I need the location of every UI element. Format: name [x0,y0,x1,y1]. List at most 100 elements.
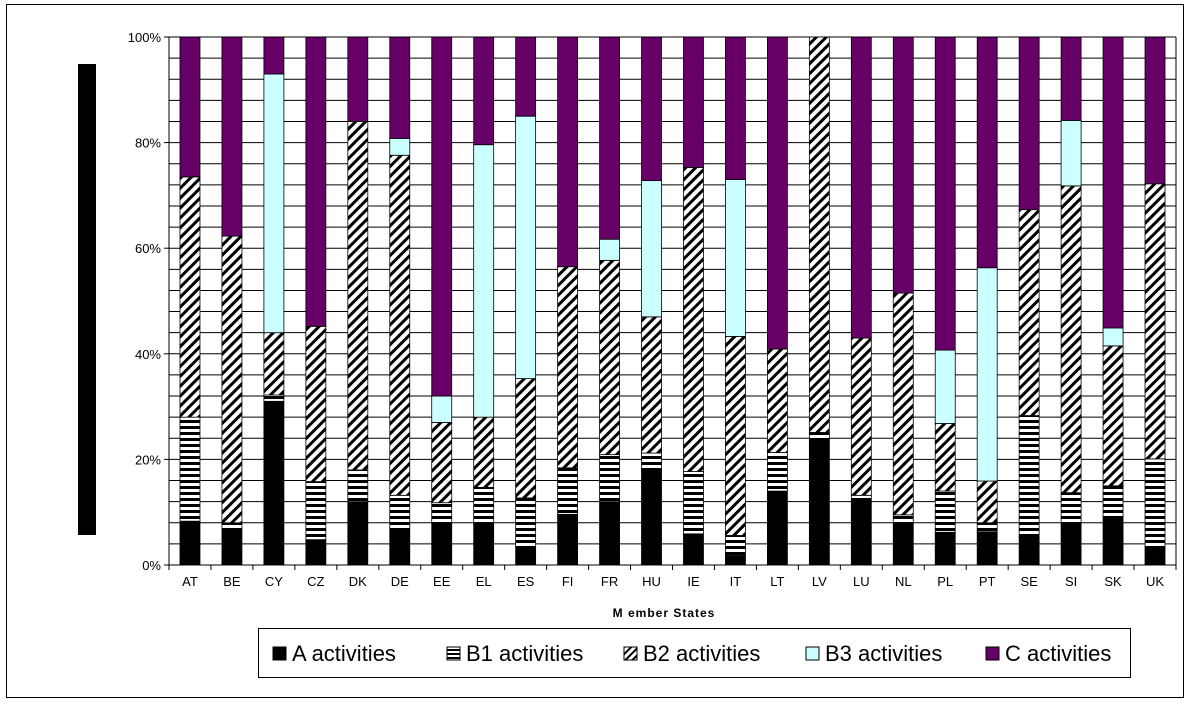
bar-segment-b1 [892,514,914,526]
bar-segment-c [1144,36,1166,185]
bar-segment-b3 [725,179,746,337]
bar-segment-a [179,520,201,566]
bar-segment-c [557,36,579,268]
bar-stack-es [515,36,537,566]
x-tick-label: IT [730,574,742,589]
bar-segment-a [892,524,914,566]
bar-segment-b1 [347,469,369,503]
legend-swatch-b1 [446,646,461,661]
bar-segment-a [1060,524,1082,566]
bar-stack-hu [641,36,662,566]
bar-segment-b2 [263,332,285,396]
bar-segment-a [766,490,788,566]
bar-stack-cz [305,36,327,566]
y-tick-label: 100% [128,30,162,45]
bar-stack-si [1060,36,1082,566]
x-axis-label: M ember States [613,606,716,620]
bar-segment-b2 [221,235,243,524]
bar-segment-b3 [599,238,620,261]
bar-segment-b2 [1102,345,1124,487]
legend-label-a: A activities [292,641,396,666]
x-tick-label: DK [349,574,367,589]
bar-segment-b2 [850,337,872,496]
bar-segment-c [850,36,872,339]
bar-segment-b1 [1102,485,1124,518]
bar-stack-el [473,36,495,566]
x-tick-label: SK [1104,574,1122,589]
bar-segment-a [934,531,956,566]
y-tick-label: 80% [135,136,161,151]
bar-segment-a [389,529,411,566]
bar-segment-c [683,36,704,168]
bar-segment-b2 [892,292,914,516]
x-tick-label: FR [601,574,618,589]
x-tick-label: EE [433,574,451,589]
bar-segment-b2 [1018,209,1040,416]
bar-segment-b1 [641,452,662,472]
bar-segment-b2 [389,154,411,496]
bar-stack-pl [934,36,956,566]
bar-segment-a [599,501,620,566]
bar-stack-be [221,36,243,566]
bar-segment-c [305,36,327,327]
bar-stack-lv [808,36,830,566]
x-tick-label: PT [979,574,996,589]
bar-stack-cy [263,36,285,566]
bar-stack-fr [599,36,620,566]
x-tick-label: LT [770,574,784,589]
bar-segment-b3 [641,180,662,318]
bar-stack-se [1018,36,1040,566]
bar-segment-a [808,439,830,566]
bar-segment-b3 [473,144,495,418]
bar-stack-nl [892,36,914,566]
bar-segment-a [850,500,872,566]
bar-segment-b1 [221,522,243,532]
bar-segment-b1 [808,432,830,441]
legend-swatch-b2 [623,646,638,661]
bar-stack-lu [850,36,872,566]
bar-segment-b2 [431,422,453,504]
bar-segment-b1 [557,467,579,515]
bar-stack-pt [976,36,998,566]
bar-segment-a [1144,547,1166,566]
bar-segment-c [641,36,662,182]
x-tick-label: HU [642,574,661,589]
bar-segment-a [221,530,243,566]
bar-segment-c [934,36,956,351]
bar-segment-b1 [473,486,495,526]
bar-stack-lt [766,36,788,566]
bar-segment-c [389,36,411,139]
bar-segment-b1 [1060,492,1082,526]
bar-segment-b2 [347,121,369,471]
black-bar-decoration [78,64,96,535]
bar-segment-b3 [515,115,537,380]
bar-stack-dk [347,36,369,566]
bar-stack-it [725,36,746,566]
bar-segment-b2 [641,316,662,454]
legend-svg: A activities B1 activities B2 activities B3… [272,641,1111,666]
bar-stack-at [179,36,201,566]
legend-swatch-a [272,646,287,661]
bar-segment-c [221,36,243,237]
bar-segment-a [725,555,746,566]
bar-segment-b1 [934,490,956,533]
x-tick-label: SE [1020,574,1038,589]
bars [179,36,1166,566]
bar-segment-a [347,501,369,566]
y-tick-label: 40% [135,347,161,362]
bar-segment-b2 [179,176,201,418]
bar-segment-c [766,36,788,350]
bar-segment-b1 [725,535,746,556]
bar-segment-a [305,539,327,566]
x-tick-label: ES [517,574,535,589]
y-tick-label: 20% [135,452,161,467]
bar-segment-c [725,36,746,180]
bar-segment-c [1018,36,1040,211]
x-tick-label: SI [1065,574,1077,589]
legend-label-c: C activities [1005,641,1111,666]
bar-segment-b1 [389,494,411,531]
bar-segment-b3 [1102,327,1124,347]
x-tick-label: PL [937,574,953,589]
bar-segment-b2 [1060,185,1082,494]
